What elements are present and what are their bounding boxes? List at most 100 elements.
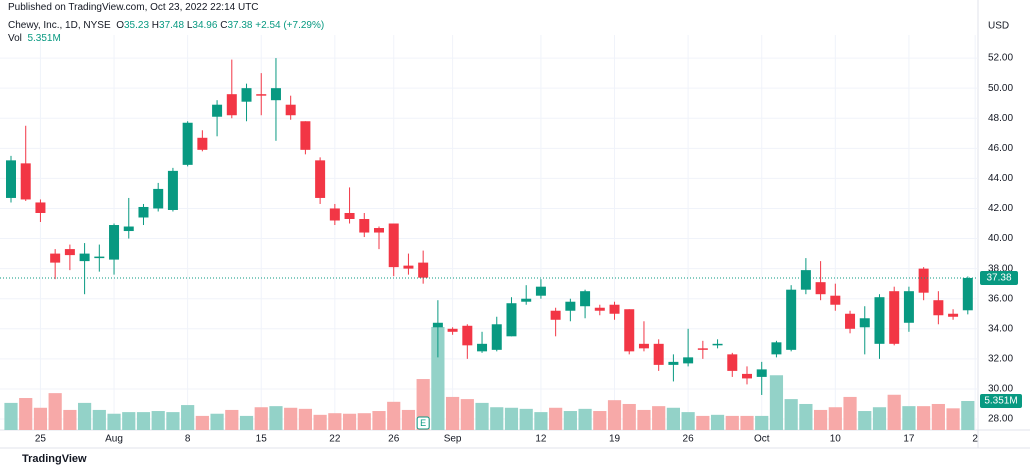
x-tick-label: 25 [35, 434, 47, 445]
candle-body [727, 354, 738, 371]
volume-bar [858, 411, 872, 430]
candle-body [50, 253, 61, 263]
x-tick-label: 17 [903, 434, 915, 445]
candle-body [418, 262, 429, 278]
volume-bar [239, 415, 254, 430]
y-tick-label: 38.00 [988, 263, 1013, 274]
y-tick-label: 52.00 [988, 53, 1013, 64]
volume-bar [431, 327, 445, 430]
candle-body [624, 309, 635, 352]
published-note: Published on TradingView.com, Oct 23, 20… [8, 2, 259, 13]
candle-body [359, 219, 370, 233]
candle-body [138, 206, 149, 218]
candle-body [256, 94, 267, 96]
ohlc-label: H [151, 20, 160, 31]
candle-body [94, 256, 105, 259]
y-tick-label: 28.00 [988, 414, 1013, 425]
ohlc-value: 35.23 [123, 20, 150, 31]
volume-bar [446, 396, 460, 430]
volume-bar [607, 400, 622, 430]
x-tick-label: 2 [972, 434, 978, 445]
volume-bar [696, 415, 710, 430]
candle-body [491, 324, 502, 350]
candle-body [6, 160, 16, 198]
x-tick-label: 10 [830, 434, 842, 445]
volume-bar [784, 399, 798, 430]
volume-bar [872, 407, 887, 430]
volume-bar [504, 407, 519, 430]
candle-body [800, 270, 811, 290]
candle-body [447, 328, 458, 332]
volume-bar [4, 402, 18, 430]
volume-bar [166, 412, 180, 430]
volume-value: 5.351M [27, 33, 61, 44]
candle-body [374, 228, 384, 233]
y-tick-label: 44.00 [988, 173, 1013, 184]
candle-body [653, 343, 664, 365]
candle-body [197, 137, 208, 150]
volume-bar [549, 407, 563, 430]
ohlc-value: 34.96 [192, 20, 218, 31]
volume-bar [593, 411, 607, 430]
volume-bar [48, 393, 62, 430]
volume-legend: Vol 5.351M [8, 33, 61, 44]
volume-bar [475, 402, 489, 430]
x-tick-label: Oct [754, 434, 770, 445]
volume-bar [563, 411, 577, 430]
candle-body [609, 304, 620, 314]
x-tick-label: 19 [609, 434, 621, 445]
footer-logo: TradingView [22, 453, 87, 465]
candle-body [477, 343, 488, 352]
x-tick-label: 26 [683, 434, 695, 445]
volume-bar [799, 403, 813, 430]
volume-bar [136, 412, 151, 430]
candle-body [815, 282, 826, 295]
candle-body [830, 295, 841, 305]
volume-bar [710, 414, 725, 430]
earnings-marker: E [420, 418, 426, 428]
candle-body [241, 88, 252, 102]
candle-body [123, 226, 134, 232]
volume-label: Vol [8, 33, 22, 44]
volume-bar [19, 398, 33, 430]
volume-bar [534, 412, 548, 430]
candle-body [153, 188, 164, 209]
volume-bar [269, 406, 283, 430]
volume-bar [328, 413, 342, 430]
volume-bar [828, 407, 842, 430]
volume-tag [980, 393, 1022, 408]
candle-body [712, 343, 723, 346]
candle-body [535, 286, 546, 296]
candle-body [918, 268, 929, 293]
volume-bar [372, 411, 386, 430]
volume-bar [887, 394, 901, 430]
candle-body [403, 265, 414, 269]
y-tick-label: 50.00 [988, 83, 1013, 94]
candle-body [859, 318, 870, 328]
candle-body [948, 313, 959, 317]
x-tick-label: 22 [329, 434, 341, 445]
ohlc-value: 37.38 [227, 20, 253, 31]
legend-line: Chewy, Inc., 1D, NYSE O35.23 H37.48 L34.… [8, 20, 324, 31]
volume-bar [755, 415, 769, 430]
candle-body [109, 225, 120, 260]
x-tick-label: 12 [535, 434, 547, 445]
candle-body [79, 253, 90, 262]
ohlc-value: 37.48 [159, 20, 185, 31]
candle-body [64, 249, 75, 256]
candle-body [167, 170, 178, 210]
y-tick-label: 46.00 [988, 143, 1013, 154]
y-tick-label: 34.00 [988, 323, 1013, 334]
y-tick-label: 48.00 [988, 113, 1013, 124]
x-tick-label: Aug [105, 434, 123, 445]
candle-body [550, 310, 561, 320]
candle-body [212, 104, 223, 117]
candle-body [903, 291, 914, 323]
volume-bar [284, 407, 298, 430]
x-tick-label: Sep [444, 434, 462, 445]
volume-bar [151, 411, 165, 430]
volume-bar [666, 407, 680, 430]
candle-body [521, 298, 532, 302]
symbol: Chewy, Inc., 1D, NYSE [8, 20, 111, 31]
x-tick-label: 26 [388, 434, 400, 445]
